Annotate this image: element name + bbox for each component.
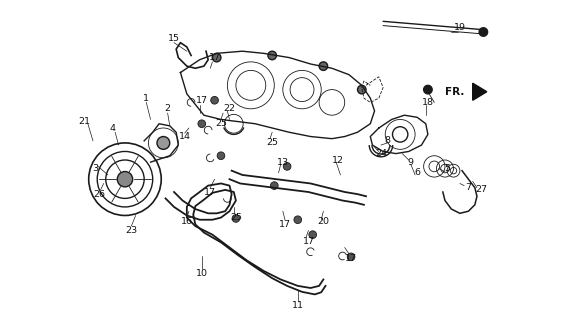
Circle shape — [309, 231, 316, 238]
Text: 17: 17 — [196, 96, 208, 105]
Circle shape — [348, 253, 355, 261]
Text: 26: 26 — [93, 190, 106, 199]
Circle shape — [357, 85, 366, 94]
Text: 12: 12 — [332, 156, 345, 164]
Circle shape — [117, 172, 133, 187]
Circle shape — [212, 53, 221, 62]
Text: 25: 25 — [230, 213, 242, 222]
Text: 25: 25 — [215, 119, 227, 128]
Circle shape — [479, 28, 488, 36]
Text: 21: 21 — [79, 117, 90, 126]
Text: 7: 7 — [465, 183, 471, 192]
Circle shape — [268, 51, 276, 60]
Text: 22: 22 — [224, 104, 235, 113]
Text: 8: 8 — [384, 136, 390, 145]
Polygon shape — [473, 83, 487, 100]
Text: 1: 1 — [143, 94, 149, 103]
Text: 27: 27 — [475, 185, 487, 194]
Text: 19: 19 — [454, 23, 466, 32]
Text: 10: 10 — [196, 268, 208, 277]
Text: 2: 2 — [164, 104, 171, 113]
Text: 23: 23 — [125, 226, 137, 235]
Circle shape — [319, 62, 328, 70]
Circle shape — [294, 216, 302, 224]
Text: 17: 17 — [279, 220, 291, 228]
Text: FR.: FR. — [445, 87, 464, 97]
Circle shape — [157, 137, 170, 149]
Text: 9: 9 — [408, 158, 414, 167]
Text: 3: 3 — [92, 164, 98, 173]
Circle shape — [232, 215, 239, 222]
Circle shape — [217, 152, 225, 160]
Text: 17: 17 — [208, 53, 221, 62]
Text: 15: 15 — [168, 34, 180, 43]
Circle shape — [271, 182, 278, 189]
Text: 17: 17 — [345, 254, 357, 263]
Text: 4: 4 — [109, 124, 115, 132]
Text: 13: 13 — [277, 158, 289, 167]
Text: 25: 25 — [266, 139, 278, 148]
Text: 18: 18 — [422, 98, 434, 107]
Text: 5: 5 — [444, 164, 450, 173]
Text: 24: 24 — [375, 149, 387, 158]
Text: 16: 16 — [181, 217, 193, 226]
Text: 14: 14 — [178, 132, 191, 141]
Text: 17: 17 — [302, 236, 315, 245]
Circle shape — [211, 96, 218, 104]
Circle shape — [198, 120, 205, 128]
Circle shape — [284, 163, 291, 170]
Text: 17: 17 — [204, 188, 216, 196]
Text: 11: 11 — [292, 300, 303, 309]
Text: 6: 6 — [414, 168, 420, 177]
Text: 20: 20 — [318, 217, 329, 226]
Circle shape — [424, 85, 432, 94]
